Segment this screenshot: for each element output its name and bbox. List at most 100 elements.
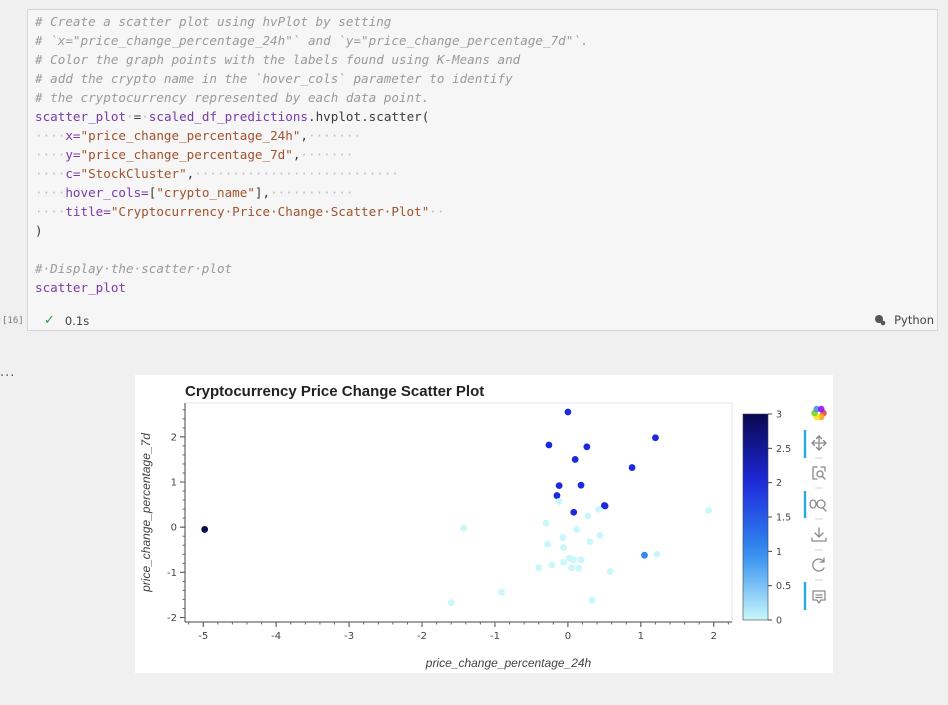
data-point[interactable] <box>705 507 713 514</box>
colorbar <box>742 413 769 621</box>
code-cell[interactable] <box>27 9 938 331</box>
code-token: y= <box>65 147 81 162</box>
code-token: #·Display·the·scatter·plot <box>35 261 233 276</box>
code-line: # Color the graph points with the labels… <box>35 50 589 69</box>
colorbar-tick-label: 1 <box>776 547 782 558</box>
data-point[interactable] <box>577 481 585 489</box>
data-point[interactable] <box>653 550 661 558</box>
y-tick-label: -2 <box>167 613 177 624</box>
code-token: ·· <box>429 204 445 219</box>
code-token: x= <box>65 128 81 143</box>
data-point[interactable] <box>628 464 636 471</box>
data-point[interactable] <box>555 498 563 505</box>
data-point[interactable] <box>641 551 648 559</box>
code-token: scatter_plot <box>35 109 126 124</box>
code-token: ···· <box>35 147 66 162</box>
code-line: ) <box>35 221 589 240</box>
data-point[interactable] <box>542 519 550 527</box>
data-point[interactable] <box>575 564 583 572</box>
code-token: = <box>133 109 142 124</box>
code-line: scatter_plot <box>35 278 589 297</box>
reset-icon[interactable] <box>812 557 825 572</box>
x-tick-label: -2 <box>417 631 427 642</box>
code-editor[interactable]: # Create a scatter plot using hvPlot by … <box>35 12 589 297</box>
code-token: ) <box>35 223 43 238</box>
data-point[interactable] <box>553 492 561 499</box>
data-point[interactable] <box>548 561 556 569</box>
kernel-language[interactable]: Python <box>874 313 934 327</box>
data-point[interactable] <box>545 441 553 449</box>
data-point[interactable] <box>544 540 551 548</box>
code-token: scatter_plot <box>35 280 126 295</box>
bokeh-logo-icon[interactable] <box>817 405 825 413</box>
data-point[interactable] <box>498 588 505 596</box>
data-point[interactable] <box>600 502 608 509</box>
code-token: "crypto_name" <box>156 185 255 200</box>
y-tick-label: 1 <box>171 478 177 489</box>
pan-icon[interactable] <box>811 435 827 451</box>
data-point[interactable] <box>571 456 579 463</box>
code-token: [ <box>148 185 157 200</box>
colorbar-tick-label: 2 <box>776 478 782 489</box>
data-point[interactable] <box>573 526 581 533</box>
code-token: # add the crypto name in the `hover_cols… <box>35 71 513 86</box>
code-token: ··························· <box>194 166 399 181</box>
code-token: ···· <box>35 204 66 219</box>
code-token: .hvplot.scatter( <box>308 109 430 124</box>
x-tick-label: -5 <box>198 631 208 642</box>
plot-frame <box>184 402 733 623</box>
y-tick-label: 0 <box>171 523 177 534</box>
data-point[interactable] <box>588 596 596 604</box>
data-point[interactable] <box>559 534 567 541</box>
data-point[interactable] <box>568 564 575 572</box>
output-ellipsis[interactable]: ... <box>0 365 16 380</box>
box-zoom-icon[interactable] <box>812 466 826 480</box>
hover-icon[interactable] <box>812 590 826 604</box>
chart-svg: Cryptocurrency Price Change Scatter Plot… <box>139 383 827 670</box>
code-token: "Cryptocurrency·Price·Change·Scatter·Plo… <box>110 204 430 219</box>
data-point[interactable] <box>447 599 455 606</box>
code-token: hover_cols= <box>65 185 149 200</box>
x-axis-label: price_change_percentage_24h <box>425 656 592 670</box>
data-point[interactable] <box>570 556 578 564</box>
wheel-zoom-icon[interactable] <box>809 499 827 512</box>
data-point[interactable] <box>583 443 591 451</box>
code-line: # add the crypto name in the `hover_cols… <box>35 69 589 88</box>
code-line: scatter_plot·=·scaled_df_predictions.hvp… <box>35 107 589 126</box>
code-token: # Create a scatter plot using hvPlot by … <box>35 14 392 29</box>
colorbar-tick-label: 1.5 <box>776 513 791 524</box>
code-line: #·Display·the·scatter·plot <box>35 259 589 278</box>
x-tick-label: 1 <box>638 631 644 642</box>
code-line <box>35 240 589 259</box>
data-point[interactable] <box>652 434 659 442</box>
save-icon[interactable] <box>811 527 827 542</box>
code-token: scaled_df_predictions <box>148 109 309 124</box>
data-point[interactable] <box>564 408 572 416</box>
data-point[interactable] <box>606 568 614 575</box>
data-point[interactable] <box>577 556 585 564</box>
data-point[interactable] <box>535 564 543 572</box>
data-point[interactable] <box>584 512 591 520</box>
data-point[interactable] <box>596 531 604 539</box>
code-line: # Create a scatter plot using hvPlot by … <box>35 12 589 31</box>
data-point[interactable] <box>560 558 567 566</box>
data-point[interactable] <box>595 505 602 513</box>
colorbar-tick-label: 0.5 <box>776 581 791 592</box>
code-line: # the cryptocurrency represented by each… <box>35 88 589 107</box>
data-point[interactable] <box>555 482 563 490</box>
data-point[interactable] <box>460 524 468 532</box>
execution-time: 0.1s <box>64 313 90 328</box>
code-line: ····c="StockCluster",···················… <box>35 164 589 183</box>
code-token: "StockCluster" <box>80 166 187 181</box>
data-point[interactable] <box>201 526 209 533</box>
y-tick-label: -1 <box>167 568 177 579</box>
data-point[interactable] <box>570 508 578 516</box>
code-token: title= <box>65 204 111 219</box>
data-point[interactable] <box>586 538 594 546</box>
scatter-plot[interactable]: Cryptocurrency Price Change Scatter Plot… <box>135 375 833 673</box>
code-token: · <box>126 109 134 124</box>
data-point[interactable] <box>560 544 567 551</box>
check-icon: ✓ <box>44 313 55 328</box>
code-token: # Color the graph points with the labels… <box>35 52 521 67</box>
colorbar-tick-label: 3 <box>776 410 782 421</box>
